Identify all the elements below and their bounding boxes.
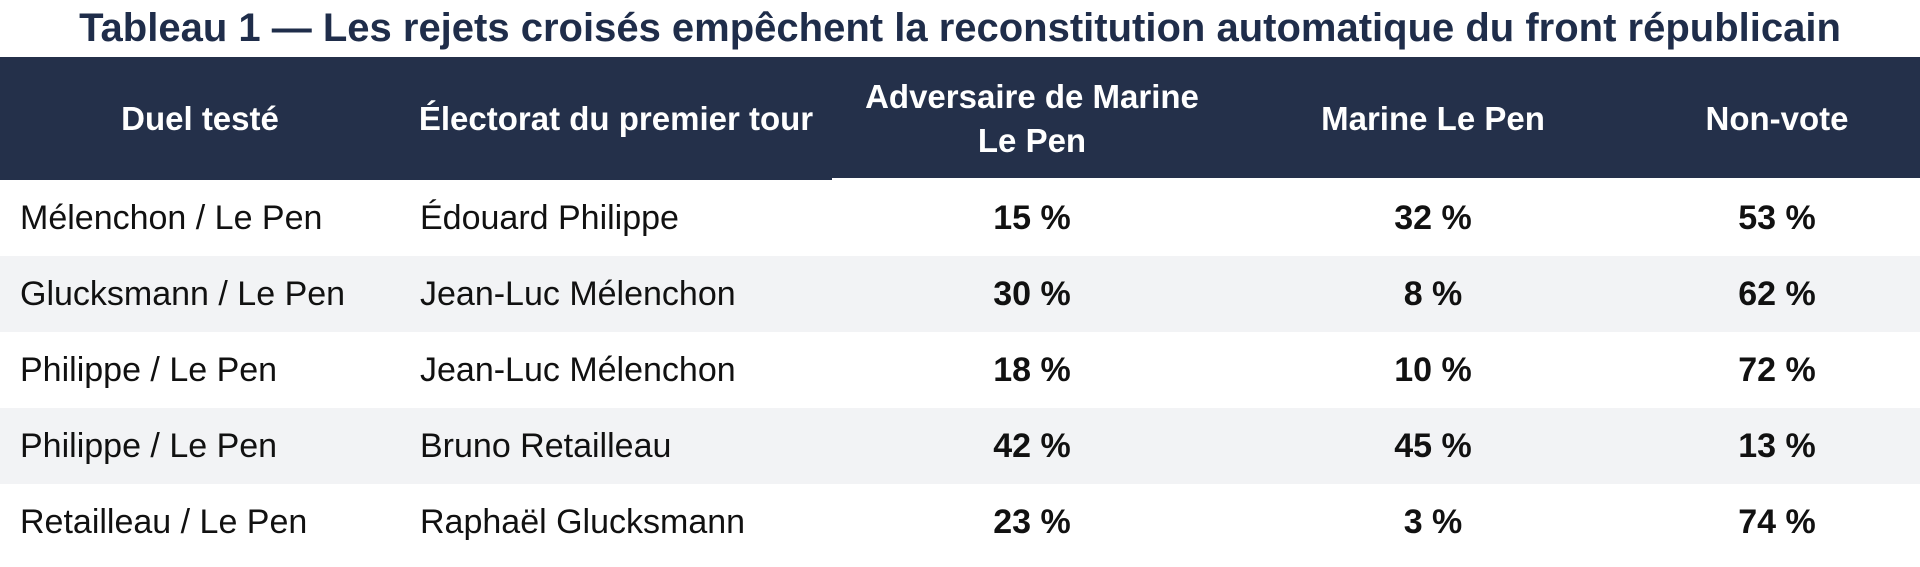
cell-adversaire: 18 % xyxy=(993,350,1071,389)
cell-adversaire: 30 % xyxy=(993,274,1071,313)
header-marine-le-pen: Marine Le Pen xyxy=(1232,57,1634,180)
table-title: Tableau 1 — Les rejets croisés empêchent… xyxy=(79,5,1841,50)
cell-non-vote: 72 % xyxy=(1738,350,1816,389)
table-row: Philippe / Le Pen Bruno Retailleau 42 % … xyxy=(0,408,1920,484)
cell-le-pen: 10 % xyxy=(1394,350,1472,389)
header-duel-teste: Duel testé xyxy=(121,99,279,137)
cell-non-vote: 13 % xyxy=(1738,426,1816,465)
cell-duel: Philippe / Le Pen xyxy=(20,350,278,389)
cell-electorat: Bruno Retailleau xyxy=(420,426,672,465)
cell-electorat: Jean-Luc Mélenchon xyxy=(420,274,736,313)
table-row: Glucksmann / Le Pen Jean-Luc Mélenchon 3… xyxy=(0,256,1920,332)
header-adversaire: Adversaire de Marine Le Pen xyxy=(832,57,1232,180)
cell-duel: Retailleau / Le Pen xyxy=(20,502,308,541)
cell-non-vote: 74 % xyxy=(1738,502,1816,541)
cell-duel: Philippe / Le Pen xyxy=(20,426,278,465)
cell-duel: Glucksmann / Le Pen xyxy=(20,274,346,313)
results-table: Duel testé Électorat du premier tour Adv… xyxy=(0,57,1920,560)
cell-le-pen: 45 % xyxy=(1394,426,1472,465)
cell-adversaire: 15 % xyxy=(993,198,1071,237)
header-non-vote: Non-vote xyxy=(1634,57,1920,180)
header-row: Duel testé Électorat du premier tour Adv… xyxy=(0,57,1920,180)
cell-non-vote: 53 % xyxy=(1738,198,1816,237)
cell-non-vote: 62 % xyxy=(1738,274,1816,313)
table-row: Mélenchon / Le Pen Édouard Philippe 15 %… xyxy=(0,180,1920,256)
cell-duel: Mélenchon / Le Pen xyxy=(20,198,323,237)
cell-le-pen: 8 % xyxy=(1403,274,1463,313)
table-row: Philippe / Le Pen Jean-Luc Mélenchon 18 … xyxy=(0,332,1920,408)
cell-adversaire: 23 % xyxy=(993,502,1071,541)
table-body: Mélenchon / Le Pen Édouard Philippe 15 %… xyxy=(0,180,1920,560)
cell-electorat: Raphaël Glucksmann xyxy=(420,502,746,541)
table-row: Retailleau / Le Pen Raphaël Glucksmann 2… xyxy=(0,484,1920,560)
table-header: Duel testé Électorat du premier tour Adv… xyxy=(0,57,1920,180)
cell-electorat: Édouard Philippe xyxy=(420,198,679,237)
header-electorat: Électorat du premier tour xyxy=(418,99,814,137)
cell-le-pen: 3 % xyxy=(1403,502,1463,541)
cell-le-pen: 32 % xyxy=(1394,198,1472,237)
cell-electorat: Jean-Luc Mélenchon xyxy=(420,350,736,389)
cell-adversaire: 42 % xyxy=(993,426,1071,465)
